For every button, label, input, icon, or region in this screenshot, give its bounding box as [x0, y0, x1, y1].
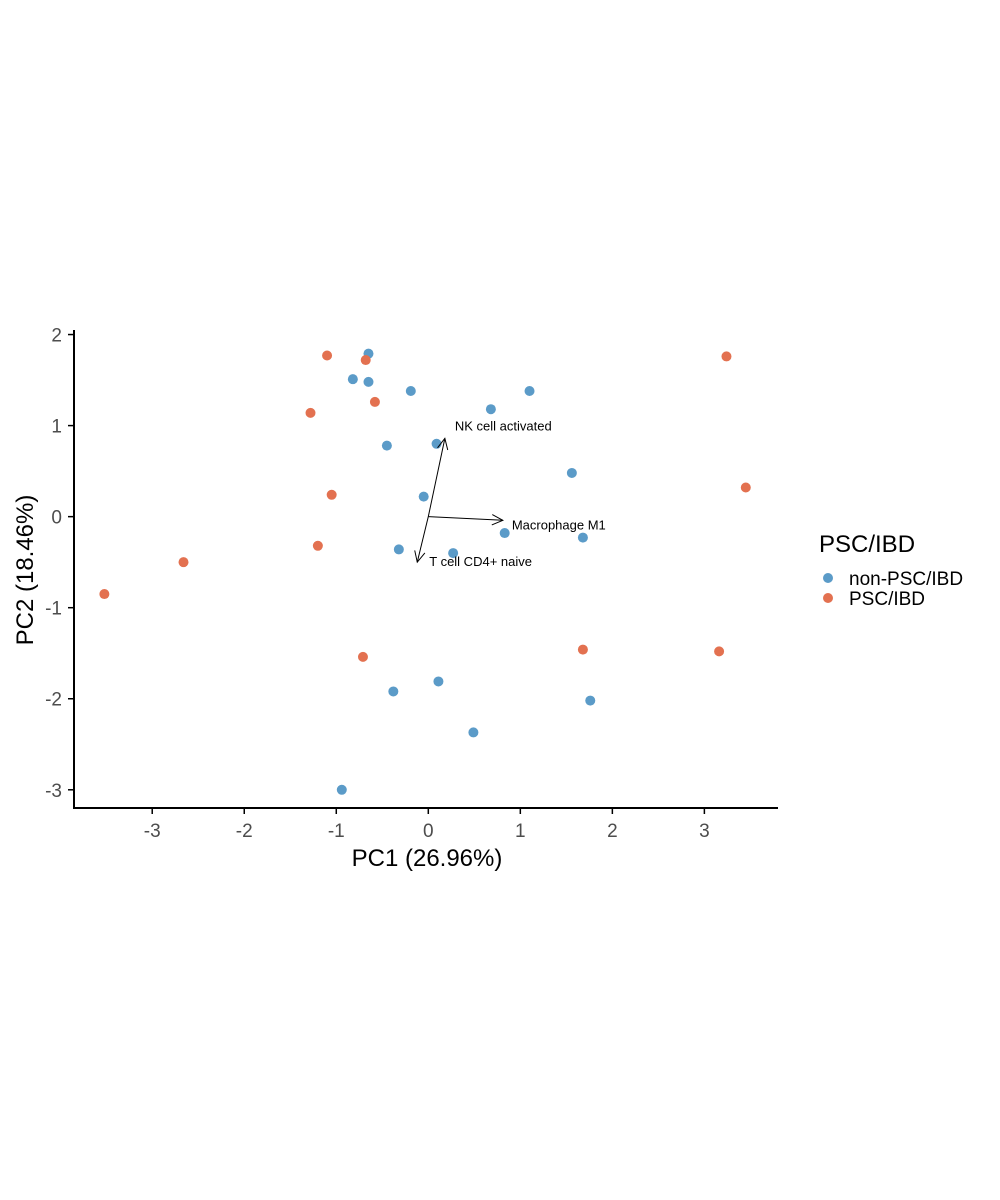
legend-key-psc-ibd	[823, 593, 833, 603]
y-tick-label: 2	[51, 326, 62, 347]
arrow-label: Macrophage M1	[512, 517, 606, 532]
point-non-psc-ibd	[499, 528, 510, 539]
y-tick-label: -1	[45, 599, 62, 620]
x-tick-label: 2	[607, 821, 618, 842]
x-tick-label: -1	[328, 821, 345, 842]
y-axis-title: PC2 (18.46%)	[12, 495, 39, 646]
point-psc-ibd	[740, 482, 751, 493]
legend-key-non-psc-ibd	[823, 573, 833, 583]
y-tick-label: -2	[45, 690, 62, 711]
arrow-shaft	[416, 516, 429, 563]
loading-arrow: NK cell activated	[427, 418, 552, 517]
x-tick-label: 3	[699, 821, 710, 842]
arrow-shaft	[428, 516, 503, 521]
point-psc-ibd	[360, 355, 371, 366]
x-axis-ticks: -3 -2 -1 0 1 2 3	[144, 808, 710, 842]
x-tick-label: -2	[236, 821, 253, 842]
legend-title: PSC/IBD	[819, 531, 915, 558]
point-non-psc-ibd	[433, 676, 444, 687]
point-non-psc-ibd	[393, 544, 404, 555]
point-non-psc-ibd	[566, 467, 577, 478]
point-non-psc-ibd	[405, 386, 416, 397]
x-tick-label: 1	[515, 821, 526, 842]
point-non-psc-ibd	[418, 491, 429, 502]
arrow-head	[414, 550, 426, 564]
point-non-psc-ibd	[468, 727, 479, 738]
point-psc-ibd	[99, 589, 110, 600]
point-non-psc-ibd	[347, 374, 358, 385]
arrow-head	[491, 514, 504, 526]
legend-label-psc-ibd: PSC/IBD	[849, 589, 925, 610]
arrow-label: T cell CD4+ naive	[429, 554, 532, 569]
point-non-psc-ibd	[363, 376, 374, 387]
legend-label-non-psc-ibd: non-PSC/IBD	[849, 569, 963, 590]
point-psc-ibd	[369, 396, 380, 407]
point-psc-ibd	[357, 651, 368, 662]
loading-arrow: Macrophage M1	[428, 514, 606, 532]
point-psc-ibd	[326, 489, 337, 500]
arrow-head	[437, 437, 449, 451]
arrow-label: NK cell activated	[455, 418, 552, 433]
point-psc-ibd	[714, 646, 725, 657]
point-non-psc-ibd	[381, 440, 392, 451]
point-non-psc-ibd	[388, 686, 399, 697]
point-non-psc-ibd	[448, 548, 459, 559]
x-tick-label: -3	[144, 821, 161, 842]
points-layer	[99, 348, 751, 795]
point-psc-ibd	[312, 540, 323, 551]
point-psc-ibd	[178, 557, 189, 568]
arrow-shaft	[427, 438, 446, 517]
point-psc-ibd	[577, 644, 588, 655]
x-axis-title: PC1 (26.96%)	[352, 845, 503, 872]
point-non-psc-ibd	[485, 404, 496, 415]
y-tick-label: -3	[45, 781, 62, 802]
loading-arrow: T cell CD4+ naive	[414, 516, 532, 569]
y-tick-label: 0	[51, 508, 62, 529]
point-psc-ibd	[322, 350, 333, 361]
y-tick-label: 1	[51, 417, 62, 438]
point-psc-ibd	[305, 407, 316, 418]
legend: PSC/IBD non-PSC/IBD PSC/IBD	[819, 531, 963, 610]
y-axis-ticks: -3 -2 -1 0 1 2	[45, 326, 74, 802]
point-psc-ibd	[721, 351, 732, 362]
loading-arrows-layer: NK cell activated Macrophage M1 T cell CD4…	[414, 418, 606, 569]
axes-layer	[73, 330, 778, 809]
point-non-psc-ibd	[524, 386, 535, 397]
x-tick-label: 0	[423, 821, 434, 842]
point-non-psc-ibd	[577, 532, 588, 543]
point-non-psc-ibd	[336, 784, 347, 795]
point-non-psc-ibd	[585, 695, 596, 706]
